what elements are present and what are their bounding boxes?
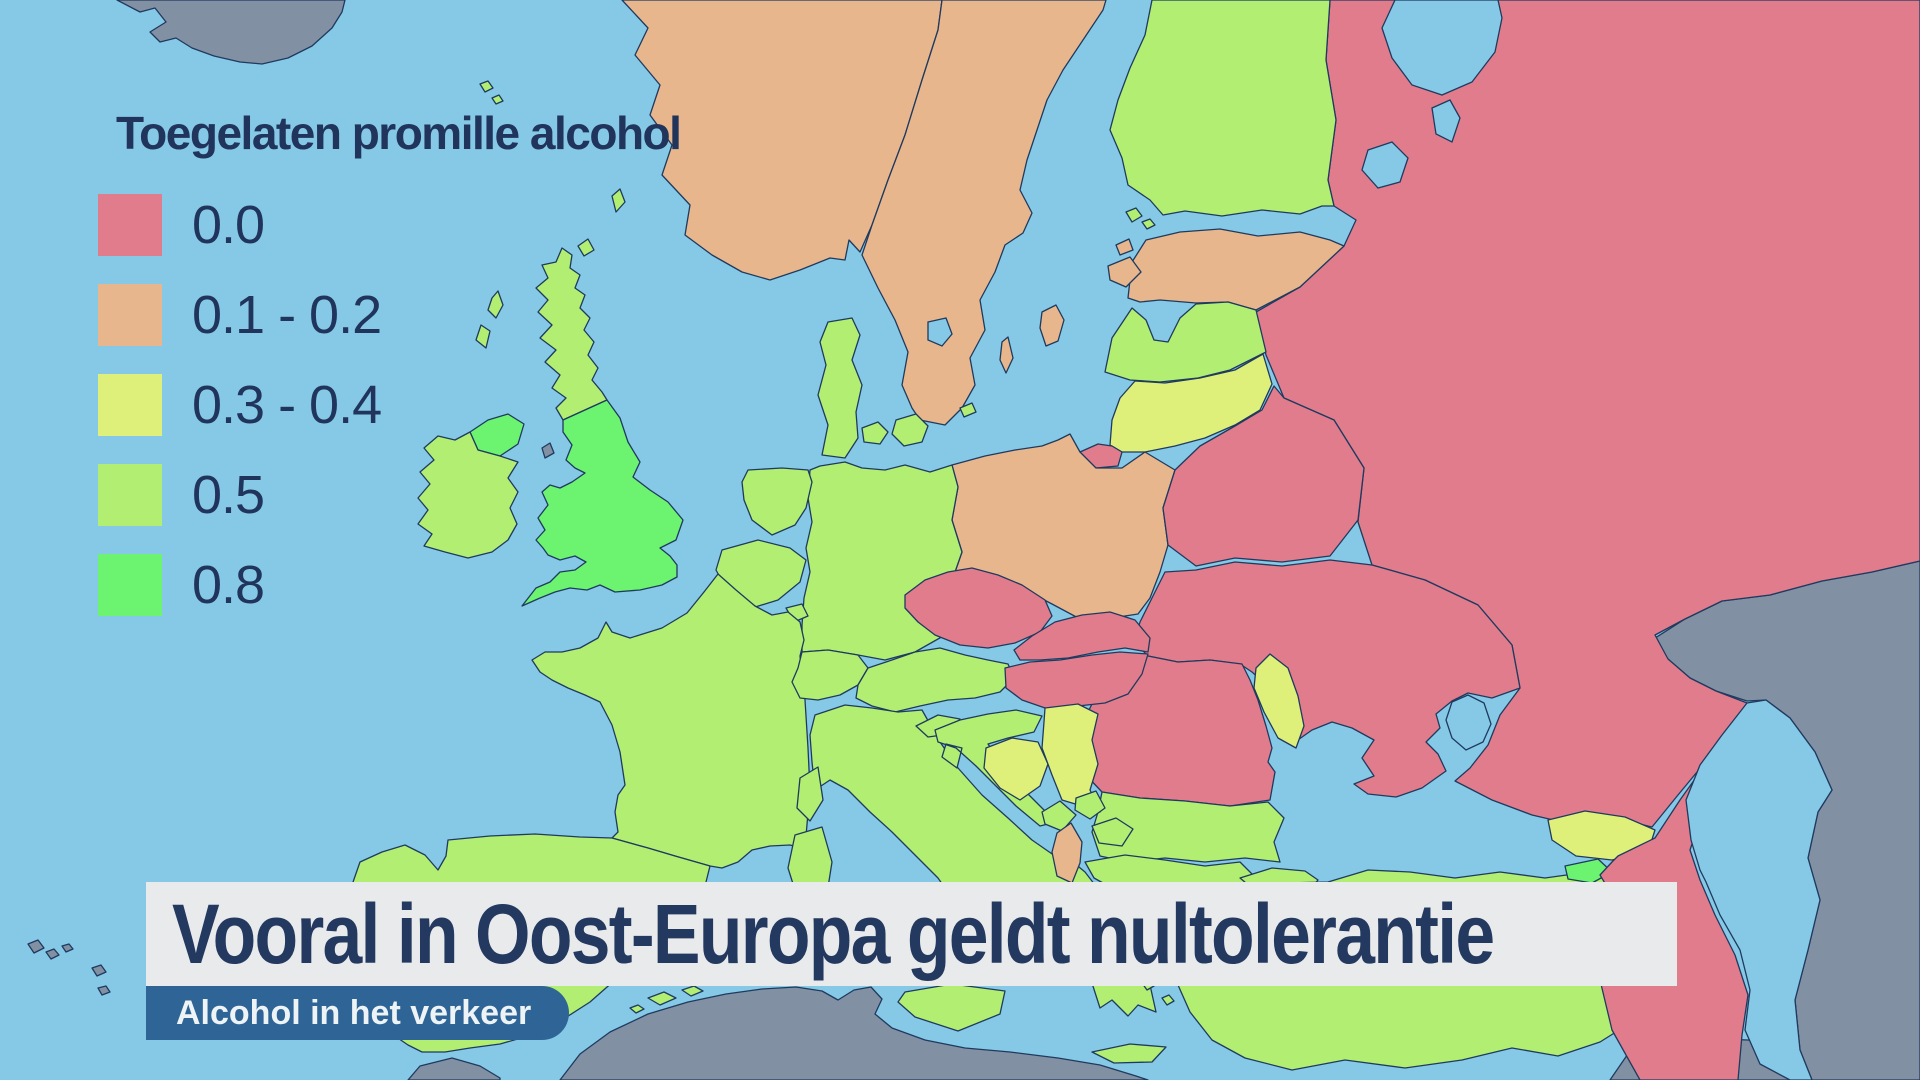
country-estonia xyxy=(1127,228,1345,311)
country-north-macedonia xyxy=(1091,817,1134,847)
topic-badge: Alcohol in het verkeer xyxy=(146,986,570,1040)
legend-items: 0.0 0.1 - 0.2 0.3 - 0.4 0.5 0.8 xyxy=(98,194,680,616)
country-scotland xyxy=(535,247,608,421)
legend-item: 0.8 xyxy=(98,554,680,616)
legend-swatch xyxy=(98,374,162,436)
legend-item: 0.5 xyxy=(98,464,680,526)
country-netherlands xyxy=(741,467,813,536)
legend-swatch xyxy=(98,194,162,256)
lake-ladoga xyxy=(1361,141,1409,189)
island-funen xyxy=(861,421,889,445)
country-ireland xyxy=(417,431,519,559)
country-switzerland xyxy=(791,649,869,701)
island-oland xyxy=(999,336,1014,374)
orkney-shetland-islands xyxy=(577,188,626,257)
legend-swatch xyxy=(98,464,162,526)
island-crete xyxy=(1091,1043,1167,1064)
island-saaremaa xyxy=(1107,238,1142,288)
legend-item: 0.3 - 0.4 xyxy=(98,374,680,436)
country-albania xyxy=(1051,822,1083,884)
legend-label: 0.8 xyxy=(192,555,265,615)
country-finland xyxy=(1109,0,1337,217)
balearic-islands xyxy=(629,985,704,1014)
hebrides-islands xyxy=(475,290,504,349)
island-gotland xyxy=(1039,304,1065,347)
country-kosovo xyxy=(1074,790,1106,820)
country-ukraine xyxy=(1133,559,1521,798)
legend-label: 0.1 - 0.2 xyxy=(192,285,382,345)
legend: Toegelaten promille alcohol 0.0 0.1 - 0.… xyxy=(98,106,682,644)
country-denmark xyxy=(817,317,863,459)
country-iceland xyxy=(116,0,346,65)
legend-label: 0.3 - 0.4 xyxy=(192,375,382,435)
headline-banner: Vooral in Oost-Europa geldt nultoleranti… xyxy=(146,882,1677,986)
country-england-wales xyxy=(521,399,684,607)
island-zealand xyxy=(891,413,929,447)
country-austria xyxy=(855,647,1015,713)
country-czechia xyxy=(904,567,1053,649)
legend-label: 0.5 xyxy=(192,465,265,525)
country-bosnia xyxy=(983,737,1049,801)
legend-swatch xyxy=(98,284,162,346)
aland-islands xyxy=(1125,207,1156,230)
country-latvia xyxy=(1104,301,1267,383)
topic-badge-label: Alcohol in het verkeer xyxy=(176,993,532,1032)
white-sea xyxy=(1381,0,1503,96)
country-north-africa xyxy=(559,986,1149,1080)
country-moldova xyxy=(1253,653,1305,749)
island-corsica xyxy=(796,766,824,822)
caspian-sea xyxy=(1685,699,1833,1080)
sea-of-azov xyxy=(1445,694,1492,751)
country-azores-islands xyxy=(27,939,111,996)
legend-title: Toegelaten promille alcohol xyxy=(116,107,682,159)
headline-text: Vooral in Oost-Europa geldt nultoleranti… xyxy=(172,886,1495,981)
country-morocco xyxy=(407,1057,501,1080)
country-slovakia xyxy=(1013,611,1151,661)
country-bulgaria xyxy=(1091,791,1285,863)
country-belarus xyxy=(1162,385,1365,567)
lake-onega xyxy=(1431,99,1461,143)
legend-swatch xyxy=(98,554,162,616)
country-lithuania xyxy=(1109,353,1273,453)
country-sweden xyxy=(861,0,1107,426)
island-bornholm xyxy=(959,402,977,418)
legend-item: 0.0 xyxy=(98,194,680,256)
lake-vanern xyxy=(927,317,953,347)
isle-of-man xyxy=(541,442,555,459)
faroe-islands xyxy=(479,80,504,105)
legend-item: 0.1 - 0.2 xyxy=(98,284,680,346)
country-hungary xyxy=(1004,651,1149,710)
country-montenegro xyxy=(1041,800,1077,832)
legend-label: 0.0 xyxy=(192,195,265,255)
